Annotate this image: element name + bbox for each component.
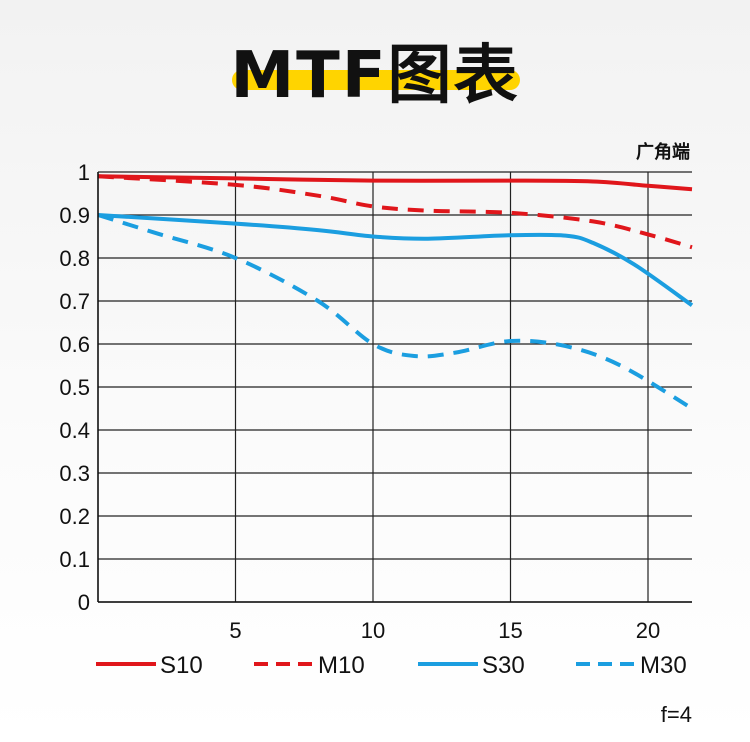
series-line-s10	[97, 174, 693, 192]
legend-label-s30: S30	[482, 652, 525, 679]
title-highlight-bar	[232, 70, 520, 90]
y-tick-label: 0.2	[59, 504, 90, 529]
aperture-note: f=4	[661, 702, 692, 727]
legend: S10 M10 S30 M30	[96, 652, 687, 679]
y-tick-label: 0.8	[59, 246, 90, 271]
x-tick-label: 20	[636, 618, 660, 643]
y-tick-label: 0.7	[59, 289, 90, 314]
y-tick-label: 0.3	[59, 461, 90, 486]
x-tick-labels: 5 10 15 20	[229, 618, 660, 643]
x-tick-label: 15	[498, 618, 522, 643]
series-line-m30	[97, 213, 694, 411]
y-tick-labels: 1 0.9 0.8 0.7 0.6 0.5 0.4 0.3 0.2 0.1 0	[59, 160, 90, 615]
y-tick-label: 0.1	[59, 547, 90, 572]
y-tick-label: 0	[78, 590, 90, 615]
x-tick-label: 10	[361, 618, 385, 643]
series-lines	[97, 174, 694, 411]
y-tick-label: 0.9	[59, 203, 90, 228]
legend-label-m10: M10	[318, 652, 365, 679]
legend-label-m30: M30	[640, 652, 687, 679]
page-title: MTF图表	[230, 39, 520, 113]
y-tick-label: 0.4	[59, 418, 90, 443]
grid	[98, 171, 692, 603]
x-tick-label: 5	[229, 618, 241, 643]
axes	[97, 172, 692, 603]
series-line-s30	[97, 213, 694, 307]
title-area: MTF图表	[0, 18, 750, 113]
legend-label-s10: S10	[160, 652, 203, 679]
series-line-m10	[97, 174, 693, 250]
y-tick-label: 0.6	[59, 332, 90, 357]
y-tick-label: 1	[78, 160, 90, 185]
corner-label: 广角端	[636, 141, 690, 163]
y-tick-label: 0.5	[59, 375, 90, 400]
